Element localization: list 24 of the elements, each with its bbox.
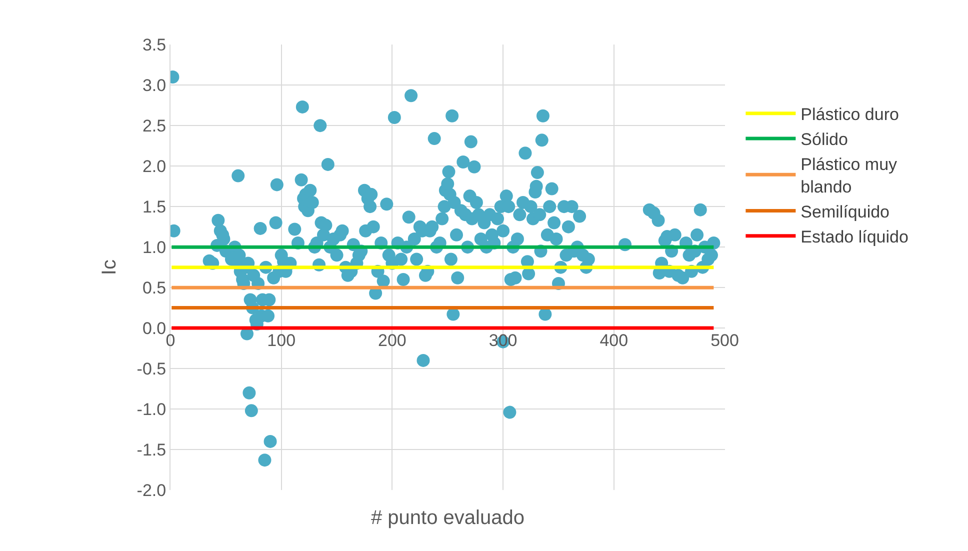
y-tick-label: 0.0	[142, 319, 166, 338]
legend-label: Plástico muy blando	[800, 155, 898, 196]
x-tick-label: 500	[710, 331, 739, 350]
legend-label: Semilíquido	[800, 202, 890, 222]
y-tick-label: 0.5	[142, 278, 166, 298]
y-tick-label: 3.0	[142, 76, 166, 96]
legend-label: Estado líquido	[800, 227, 908, 246]
y-tick-label: 2.5	[142, 116, 166, 136]
legend-label: Plástico duro	[800, 104, 899, 124]
y-tick-label: 3.5	[142, 36, 166, 55]
y-tick-label: -1.5	[136, 440, 166, 460]
y-axis-title: Ic	[98, 260, 120, 276]
y-tick-label: -2.0	[136, 480, 166, 500]
x-tick-label: 0	[166, 331, 176, 350]
y-tick-label: 1.0	[142, 238, 166, 258]
y-tick-label: -0.5	[136, 360, 166, 379]
y-tick-label: 2.0	[142, 157, 166, 176]
x-tick-label: 100	[267, 331, 296, 350]
x-axis-title: # punto evaluado	[371, 507, 524, 529]
legend-label: Sólido	[800, 130, 848, 150]
y-tick-label: 1.5	[142, 198, 166, 217]
y-tick-label: -1.0	[136, 400, 166, 419]
x-tick-label: 400	[600, 331, 628, 350]
x-tick-label: 200	[378, 331, 406, 350]
